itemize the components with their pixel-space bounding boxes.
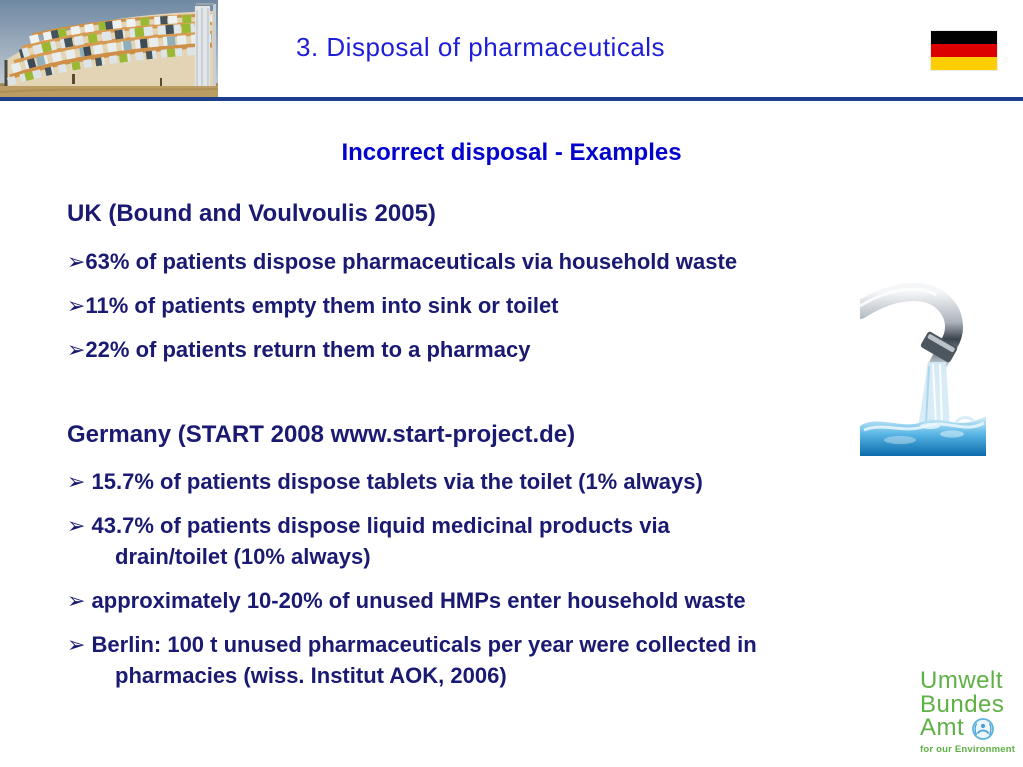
slide-title: 3. Disposal of pharmaceuticals [296, 32, 666, 62]
germany-bullet-list: ➢ 15.7% of patients dispose tablets via … [67, 466, 977, 704]
bullet-item: ➢63% of patients dispose pharmaceuticals… [67, 249, 738, 274]
bullet-item: ➢ approximately 10-20% of unused HMPs en… [67, 588, 746, 613]
unep-globe-icon [972, 718, 995, 740]
uba-logo-amt-row: Amt [920, 716, 1020, 740]
header-divider [0, 97, 1023, 101]
bullet-item: ➢ 15.7% of patients dispose tablets via … [67, 469, 703, 494]
bullet-item: ➢ Berlin: 100 t unused pharmaceuticals p… [67, 632, 757, 688]
flag-stripe-red [931, 44, 997, 57]
uba-logo-bundes: Bundes [920, 690, 1005, 718]
flag-stripe-black [931, 31, 997, 44]
slide-header: 3. Disposal of pharmaceuticals [0, 0, 1023, 101]
uba-logo-tagline: for our Environment [920, 744, 1016, 755]
uba-logo-amt: Amt [920, 714, 965, 742]
uba-logo: Umwelt Bundes Amt for our Environment [920, 669, 1020, 755]
uba-logo-umwelt: Umwelt [920, 667, 1004, 694]
bullet-item: ➢11% of patients empty them into sink or… [67, 293, 559, 318]
german-flag [931, 31, 997, 70]
building-photo [0, 0, 218, 101]
bullet-item: ➢ 43.7% of patients dispose liquid medic… [67, 513, 670, 569]
bullet-item: ➢22% of patients return them to a pharma… [67, 337, 531, 362]
slide-subtitle: Incorrect disposal - Examples [341, 139, 682, 166]
flag-stripe-gold [931, 57, 997, 70]
uk-section-heading: UK (Bound and Voulvoulis 2005) [67, 200, 436, 227]
germany-section-heading: Germany (START 2008 www.start-project.de… [67, 421, 576, 448]
uk-bullet-list: ➢63% of patients dispose pharmaceuticals… [67, 248, 987, 380]
running-faucet-photo [860, 283, 986, 456]
